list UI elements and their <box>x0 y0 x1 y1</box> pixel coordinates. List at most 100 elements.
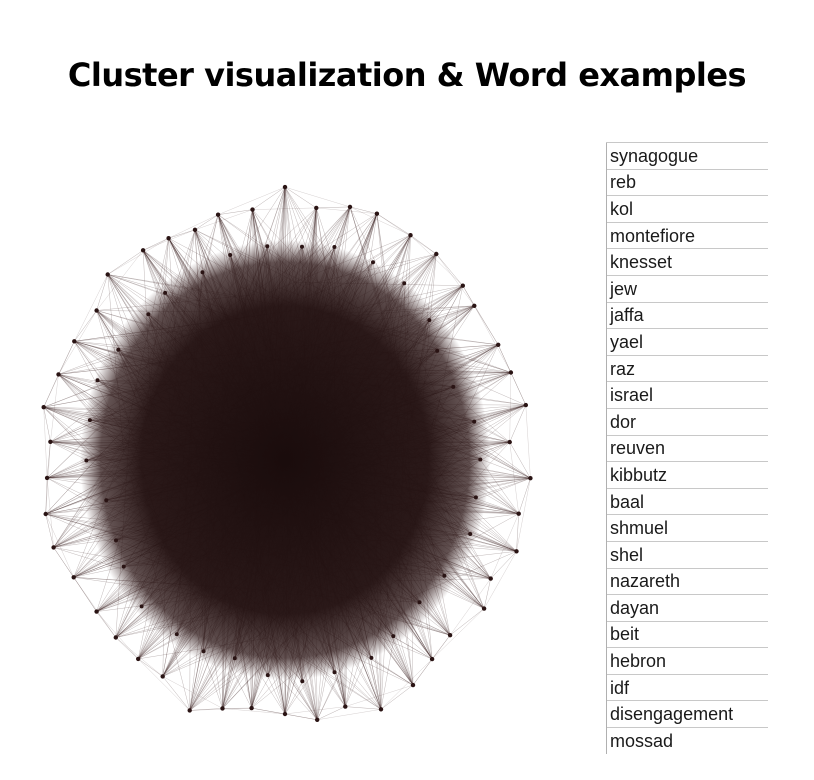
graph-node <box>507 439 512 445</box>
graph-node <box>220 706 225 711</box>
graph-edge <box>138 658 190 711</box>
word-cell: israel <box>606 381 768 409</box>
graph-edge <box>431 608 485 660</box>
graph-edge <box>107 238 169 275</box>
graph-edge <box>349 206 377 214</box>
graph-edge <box>410 235 463 286</box>
graph-edge <box>516 513 519 552</box>
graph-node <box>332 245 337 249</box>
graph-edge <box>194 209 253 230</box>
graph-edge <box>345 684 414 707</box>
word-row: disengagement <box>606 700 768 728</box>
word-row: jaffa <box>606 301 768 329</box>
word-row: shmuel <box>606 514 768 542</box>
graph-node <box>315 717 320 722</box>
graph-edge <box>525 405 531 479</box>
graph-edge <box>380 658 433 710</box>
graph-node <box>163 290 168 295</box>
word-row: baal <box>606 487 768 515</box>
graph-edge <box>43 407 48 478</box>
graph-node <box>514 549 519 554</box>
graph-edge <box>46 477 54 548</box>
graph-edge <box>162 676 190 711</box>
graph-node <box>48 439 53 444</box>
word-row: yael <box>606 328 768 356</box>
word-row: reb <box>606 168 768 196</box>
graph-edge <box>46 441 51 478</box>
word-cell: hebron <box>606 647 768 675</box>
graph-node <box>282 711 288 717</box>
word-cell: jew <box>606 274 768 303</box>
word-row: mossad <box>606 727 768 754</box>
graph-edge <box>376 213 411 236</box>
graph-edge <box>284 186 351 208</box>
graph-node <box>187 708 192 713</box>
word-examples-table: synagogue reb kol montefiore knesset jew jaffa… <box>606 142 768 754</box>
graph-edge <box>53 547 74 578</box>
graph-edge <box>474 305 499 345</box>
graph-node <box>516 511 521 516</box>
graph-node <box>478 457 483 462</box>
word-cell: idf <box>606 673 768 701</box>
word-cell: baal <box>606 487 768 515</box>
word-cell: reuven <box>606 434 768 462</box>
graph-edge <box>509 442 531 479</box>
graph-node <box>435 348 440 353</box>
graph-node <box>343 704 348 709</box>
graph-edge <box>316 207 377 214</box>
graph-node <box>146 312 151 317</box>
word-cell: jaffa <box>606 301 768 329</box>
graph-edge <box>50 374 59 442</box>
graph-edge <box>436 253 475 306</box>
graph-node <box>472 419 477 424</box>
word-cell: disengagement <box>606 700 768 728</box>
graph-node <box>442 573 447 578</box>
graph-node <box>71 575 76 580</box>
graph-nodes <box>41 184 533 722</box>
word-row: idf <box>606 673 768 701</box>
graph-node <box>139 604 144 609</box>
word-row: synagogue <box>606 142 768 170</box>
graph-edge <box>45 513 54 548</box>
word-cell: knesset <box>606 248 768 276</box>
page-title: Cluster visualization & Word examples <box>67 56 747 94</box>
graph-node <box>114 538 118 543</box>
graph-node <box>429 656 435 662</box>
word-row: shel <box>606 540 768 568</box>
word-row: jew <box>606 274 768 303</box>
cluster-network-graph <box>41 184 533 722</box>
graph-edge <box>107 250 144 275</box>
graph-node <box>473 495 478 500</box>
graph-node <box>94 308 99 313</box>
graph-node <box>447 633 453 638</box>
graph-edge <box>115 637 163 677</box>
graph-node <box>94 609 99 614</box>
graph-edge <box>96 274 108 311</box>
graph-edge <box>449 578 491 636</box>
graph-edge <box>410 235 437 255</box>
graph-node <box>332 670 337 675</box>
graph-edge <box>316 206 351 209</box>
word-cell: kibbutz <box>606 461 768 489</box>
graph-node <box>496 342 501 347</box>
graph-node <box>95 378 100 383</box>
graph-node <box>451 384 456 389</box>
graph-edge <box>45 513 74 578</box>
graph-dense-core <box>80 240 490 680</box>
graph-edge <box>189 708 223 711</box>
graph-node <box>282 184 288 190</box>
graph-node <box>391 634 396 639</box>
graph-edge <box>194 214 219 230</box>
graph-edge <box>516 478 531 552</box>
graph-node <box>56 372 61 377</box>
graph-edge <box>168 214 219 239</box>
graph-node <box>410 682 416 688</box>
graph-node <box>84 458 89 463</box>
graph-edge <box>345 706 382 710</box>
graph-node <box>508 370 514 375</box>
graph-node <box>523 402 528 408</box>
graph-edge <box>96 250 144 311</box>
graph-edge <box>58 341 75 375</box>
graph-edge <box>252 207 317 210</box>
graph-node <box>174 632 179 637</box>
